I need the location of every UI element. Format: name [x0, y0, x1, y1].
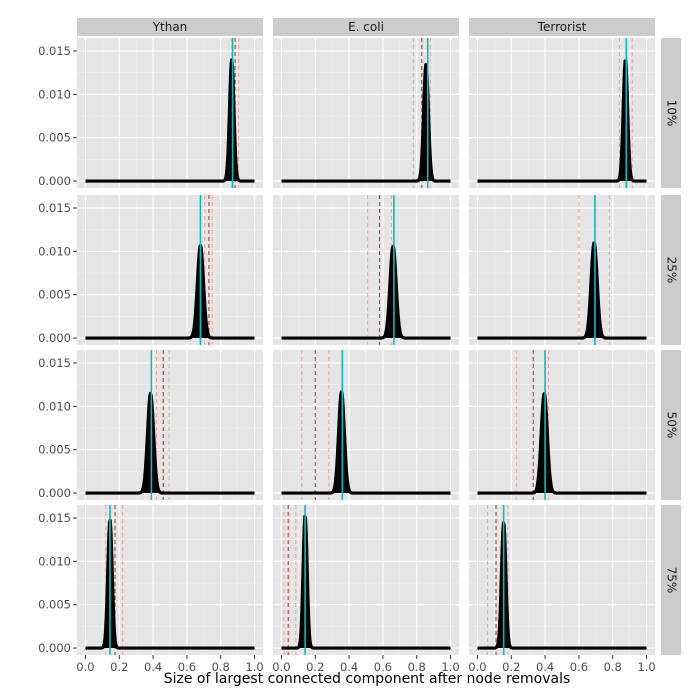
- strip-row-label: 50%: [665, 412, 679, 439]
- strip-row-50pct: [661, 350, 681, 500]
- y-tick-label: 0.010: [38, 554, 71, 568]
- strip-e-coli: [273, 18, 459, 36]
- y-tick-label: 0.015: [38, 201, 71, 215]
- x-tick-label: 1.0: [637, 660, 655, 674]
- panel: [469, 505, 655, 655]
- density-curve: [84, 391, 256, 495]
- y-tick-label: 0.000: [38, 641, 71, 655]
- x-tick-label: 1.0: [245, 660, 263, 674]
- column-strips: Ythan E. coli Terrorist: [77, 18, 655, 36]
- y-tick-label: 0.005: [38, 288, 71, 302]
- density-curve: [280, 62, 452, 183]
- x-tick-label: 0.8: [212, 660, 230, 674]
- density-fill: [225, 59, 239, 182]
- density-fill: [418, 64, 434, 182]
- panel: [77, 350, 263, 500]
- panel: [273, 195, 459, 345]
- x-tick-label: 0.6: [178, 660, 196, 674]
- density-curve: [476, 241, 648, 340]
- panel: [469, 38, 655, 188]
- y-tick-label: 0.000: [38, 331, 71, 345]
- y-tick-label: 0.010: [38, 87, 71, 101]
- panel: [469, 195, 655, 345]
- density-fill: [618, 59, 632, 182]
- panel: [469, 350, 655, 500]
- density-curve: [280, 244, 452, 340]
- y-tick-label: 0.005: [38, 598, 71, 612]
- x-tick-label: 0.8: [604, 660, 622, 674]
- strip-row-label: 75%: [665, 567, 679, 594]
- density-curve: [476, 391, 648, 495]
- strip-terrorist: [469, 18, 655, 36]
- density-fill: [585, 242, 604, 339]
- x-tick-label: 0.2: [306, 660, 324, 674]
- density-curve: [84, 58, 256, 183]
- x-tick-label: 0.0: [468, 660, 486, 674]
- x-tick-label: 0.0: [76, 660, 94, 674]
- density-fill: [535, 393, 554, 494]
- x-tick-label: 1.0: [441, 660, 459, 674]
- y-tick-label: 0.000: [38, 174, 71, 188]
- x-tick-label: 0.6: [570, 660, 588, 674]
- density-curve: [84, 243, 256, 340]
- x-tick-label: 0.6: [374, 660, 392, 674]
- y-tick-label: 0.000: [38, 486, 71, 500]
- x-tick-label: 0.8: [408, 660, 426, 674]
- y-tick-label: 0.005: [38, 131, 71, 145]
- panel: [273, 350, 459, 500]
- panel: [77, 505, 263, 655]
- strip-row-25pct: [661, 195, 681, 345]
- y-tick-label: 0.005: [38, 443, 71, 457]
- x-axis-label: Size of largest connected component afte…: [164, 671, 571, 687]
- strip-label: E. coli: [348, 20, 384, 34]
- density-curve: [84, 518, 256, 650]
- panel: [273, 505, 459, 655]
- x-tick-label: 0.2: [502, 660, 520, 674]
- density-curve: [280, 514, 452, 650]
- x-axes: 0.0 0.2 0.4 0.6 0.8 1.0 0.0 0.2 0.4 0.6 0.8 1.0 0.0 0…: [76, 655, 656, 674]
- x-tick-label: 0.4: [144, 660, 162, 674]
- x-tick-label: 0.0: [272, 660, 290, 674]
- strip-label: Ythan: [152, 20, 188, 34]
- panel: [273, 38, 459, 188]
- y-tick-label: 0.015: [38, 44, 71, 58]
- y-axes: 0.000 0.005 0.010 0.015 0.000 0.005 0.010 0.015…: [38, 44, 77, 655]
- strip-label: Terrorist: [537, 20, 587, 34]
- facet-panels: [77, 38, 655, 655]
- x-tick-label: 0.2: [110, 660, 128, 674]
- x-tick-label: 0.4: [536, 660, 554, 674]
- strip-row-75pct: [661, 505, 681, 655]
- y-tick-label: 0.010: [38, 399, 71, 413]
- row-strips: 10% 25% 50% 75%: [661, 38, 681, 655]
- strip-row-10pct: [661, 38, 681, 188]
- density-fill: [332, 391, 351, 494]
- y-tick-label: 0.010: [38, 244, 71, 258]
- panel: [77, 38, 263, 188]
- strip-ythan: [77, 18, 263, 36]
- strip-row-label: 10%: [665, 100, 679, 127]
- density-fill: [141, 393, 160, 494]
- x-tick-label: 0.4: [340, 660, 358, 674]
- strip-row-label: 25%: [665, 257, 679, 284]
- density-curve: [476, 59, 648, 183]
- density-curve: [280, 390, 452, 495]
- y-tick-label: 0.015: [38, 511, 71, 525]
- density-fill: [383, 246, 403, 339]
- panel: [77, 195, 263, 345]
- y-tick-label: 0.015: [38, 356, 71, 370]
